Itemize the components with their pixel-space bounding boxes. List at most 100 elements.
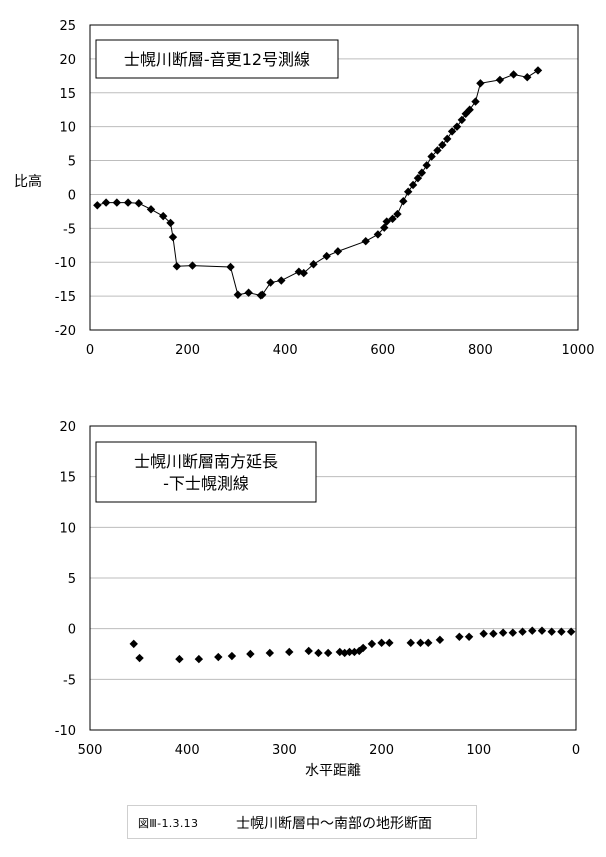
- data-point: [258, 290, 267, 299]
- y-axis-title: 比高: [14, 173, 42, 190]
- data-point: [380, 223, 389, 232]
- data-point: [146, 205, 156, 214]
- figure-caption: 図Ⅲ-1.3.13 士幌川断層中～南部の地形断面: [127, 805, 477, 839]
- data-point: [537, 626, 547, 635]
- data-point: [547, 627, 556, 636]
- data-point: [304, 646, 313, 656]
- y-tick-label: -20: [55, 324, 76, 339]
- x-tick-label: 1000: [561, 343, 594, 358]
- data-point: [226, 262, 235, 272]
- figure-caption-text: 士幌川断層中～南部の地形断面: [236, 816, 432, 832]
- y-tick-label: -5: [63, 673, 76, 688]
- y-tick-label: 20: [59, 420, 76, 435]
- plot-area: [89, 24, 579, 331]
- x-axis-title: 水平距離: [305, 762, 361, 779]
- data-point: [393, 209, 402, 219]
- data-point: [518, 627, 527, 636]
- x-tick-label: 200: [369, 743, 394, 758]
- data-point: [323, 648, 333, 658]
- data-point: [135, 653, 144, 663]
- data-point: [373, 230, 383, 239]
- data-point: [214, 652, 223, 662]
- data-point: [509, 70, 518, 79]
- x-tick-label: 0: [572, 743, 580, 758]
- data-point: [299, 268, 308, 278]
- y-tick-label: -10: [55, 724, 76, 739]
- data-point: [495, 75, 505, 85]
- data-point: [266, 278, 275, 287]
- data-point: [399, 197, 408, 206]
- chart-title-box: [95, 441, 317, 503]
- data-point: [471, 97, 480, 106]
- y-tick-label: 20: [59, 53, 76, 68]
- data-point: [123, 198, 133, 207]
- data-point: [188, 261, 197, 270]
- data-point: [406, 638, 415, 648]
- data-point: [479, 629, 488, 638]
- figure-number: 図Ⅲ-1.3.13: [138, 817, 199, 830]
- data-point: [93, 201, 102, 210]
- data-point: [385, 638, 394, 648]
- data-point: [416, 638, 425, 648]
- data-point: [427, 152, 436, 161]
- data-point: [435, 635, 445, 645]
- data-point: [333, 247, 343, 256]
- data-point: [377, 638, 386, 648]
- data-point: [388, 214, 397, 224]
- data-point: [403, 187, 413, 196]
- series-line: [97, 69, 539, 296]
- data-point: [523, 72, 532, 82]
- data-point: [172, 262, 182, 271]
- data-point: [424, 638, 433, 648]
- data-point: [438, 140, 447, 150]
- chart-top: -20 -15 -10 -5 0 5 10 15 20 25 0 200 400 600 800 1000 士幌…: [14, 19, 595, 358]
- data-point: [322, 251, 331, 261]
- data-point: [455, 632, 464, 641]
- data-point: [508, 628, 518, 637]
- data-point: [443, 134, 452, 144]
- x-tick-label: 800: [468, 343, 493, 358]
- chart-title: 士幌川断層南方延長: [134, 452, 278, 471]
- y-tick-label: 0: [68, 623, 76, 638]
- data-point: [367, 639, 377, 649]
- y-tick-label: -10: [55, 256, 76, 271]
- x-tick-label: 300: [272, 743, 297, 758]
- data-point: [464, 632, 474, 641]
- data-point: [566, 627, 576, 636]
- y-tick-label: -5: [63, 222, 76, 237]
- x-tick-label: 0: [86, 343, 94, 358]
- x-tick-label: 200: [175, 343, 200, 358]
- data-point: [489, 629, 498, 638]
- data-point: [361, 237, 370, 246]
- x-tick-label: 100: [466, 743, 491, 758]
- data-point: [227, 651, 237, 661]
- data-point: [528, 626, 537, 635]
- y-tick-label: 5: [68, 572, 76, 587]
- data-point: [194, 654, 204, 664]
- data-point: [452, 122, 462, 131]
- data-point: [382, 217, 391, 226]
- data-point: [244, 288, 253, 297]
- y-tick-label: 10: [59, 521, 76, 536]
- plot-area: [89, 425, 577, 731]
- y-tick-label: 25: [59, 19, 76, 34]
- data-point: [246, 649, 255, 659]
- chart-title: 士幌川断層-音更12号測線: [124, 50, 310, 69]
- y-tick-label: 5: [68, 155, 76, 170]
- x-tick-label: 500: [78, 743, 103, 758]
- data-point: [413, 173, 423, 183]
- data-point: [557, 627, 566, 636]
- data-point: [265, 648, 275, 658]
- data-point: [309, 260, 318, 269]
- data-point: [233, 290, 243, 299]
- data-point: [433, 146, 442, 155]
- data-point: [175, 654, 184, 664]
- chart-title: -下士幌測線: [163, 474, 249, 493]
- data-point: [447, 127, 457, 136]
- data-point: [134, 199, 143, 208]
- chart-title-box: [95, 39, 339, 79]
- data-point: [457, 115, 467, 125]
- data-point: [159, 211, 168, 221]
- data-point: [112, 198, 122, 207]
- y-tick-label: -15: [55, 290, 76, 305]
